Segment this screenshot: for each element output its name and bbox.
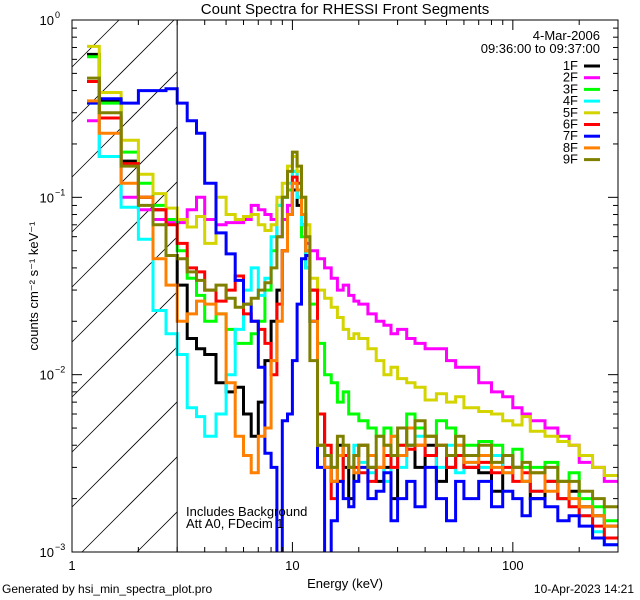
y-tick-label: 10: [40, 368, 54, 383]
legend-label: 7F: [563, 128, 578, 143]
generated-by-text: Generated by hsi_min_spectra_plot.pro: [2, 582, 213, 596]
footer-timestamp: 10-Apr-2023 14:21: [533, 582, 634, 596]
y-axis-label: counts cm⁻² s⁻¹ keV⁻¹: [26, 221, 41, 351]
y-tick-label: 10: [40, 13, 54, 28]
y-tick-exponent: −1: [55, 187, 65, 197]
hatch-line: [71, 401, 178, 508]
x-tick-label: 10: [285, 558, 299, 573]
y-tick-exponent: −2: [55, 365, 65, 375]
legend-label: 6F: [563, 117, 578, 132]
annotation-background: Includes Background: [186, 504, 307, 519]
series-line-9F: [87, 76, 618, 509]
x-axis-label: Energy (keV): [307, 576, 383, 591]
hatch-line: [71, 126, 178, 233]
date-label: 4-Mar-2006: [533, 28, 600, 43]
series-line-5F: [87, 44, 618, 477]
y-tick-label: 10: [40, 190, 54, 205]
hatch-line: [71, 346, 178, 453]
y-tick-exponent: −3: [55, 542, 65, 552]
x-tick-label: 1: [68, 558, 75, 573]
x-tick-label: 100: [502, 558, 524, 573]
chart-title: Count Spectra for RHESSI Front Segments: [201, 1, 489, 18]
legend-label: 4F: [563, 93, 578, 108]
time-range-label: 09:36:00 to 09:37:00: [481, 41, 600, 56]
plot-frame: [71, 19, 619, 553]
legend-label: 2F: [563, 70, 578, 85]
series-group: [87, 44, 618, 552]
hatch-line: [71, 19, 175, 123]
hatched-region: [71, 19, 178, 553]
series-line-3F: [87, 55, 618, 523]
hatch-line: [136, 511, 178, 553]
hatch-line: [71, 236, 178, 343]
annotation-attenuator: Att A0, FDecim 1: [186, 516, 284, 531]
legend-label: 5F: [563, 105, 578, 120]
legend-label: 1F: [563, 58, 578, 73]
series-line-2F: [87, 119, 618, 483]
y-tick-label: 10: [40, 545, 54, 560]
hatch-line: [71, 181, 178, 288]
legend-label: 9F: [563, 152, 578, 167]
legend-label: 3F: [563, 81, 578, 96]
legend-label: 8F: [563, 140, 578, 155]
y-tick-exponent: 0: [55, 10, 60, 20]
hatch-line: [71, 19, 120, 68]
hatch-line: [71, 291, 178, 398]
hatch-line: [81, 456, 178, 553]
